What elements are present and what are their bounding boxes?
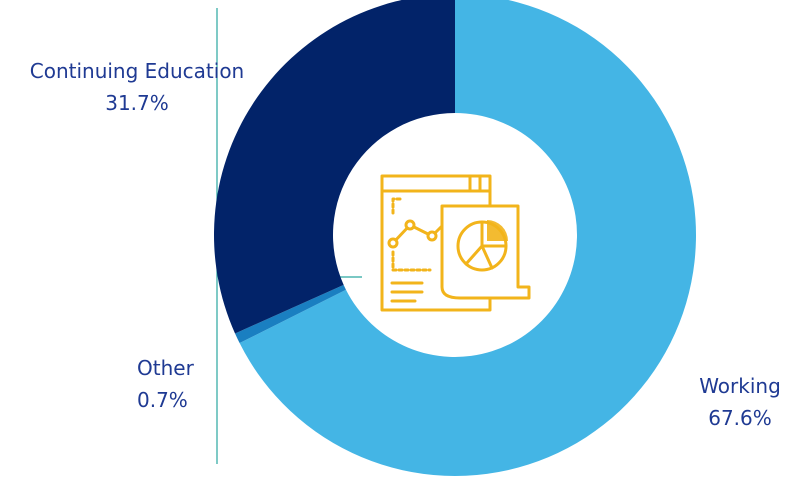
slice-other	[235, 284, 346, 344]
label-other: Other	[137, 356, 195, 380]
value-continuing-education: 31.7%	[105, 91, 169, 115]
label-continuing-education: Continuing Education	[30, 59, 244, 83]
slice-continuing-education	[214, 0, 455, 334]
label-working: Working	[699, 374, 781, 398]
value-other: 0.7%	[137, 388, 188, 412]
slices-group	[214, 0, 696, 476]
report-charts-icon	[380, 174, 531, 312]
slice-working	[239, 0, 696, 476]
value-working: 67.6%	[708, 406, 772, 430]
